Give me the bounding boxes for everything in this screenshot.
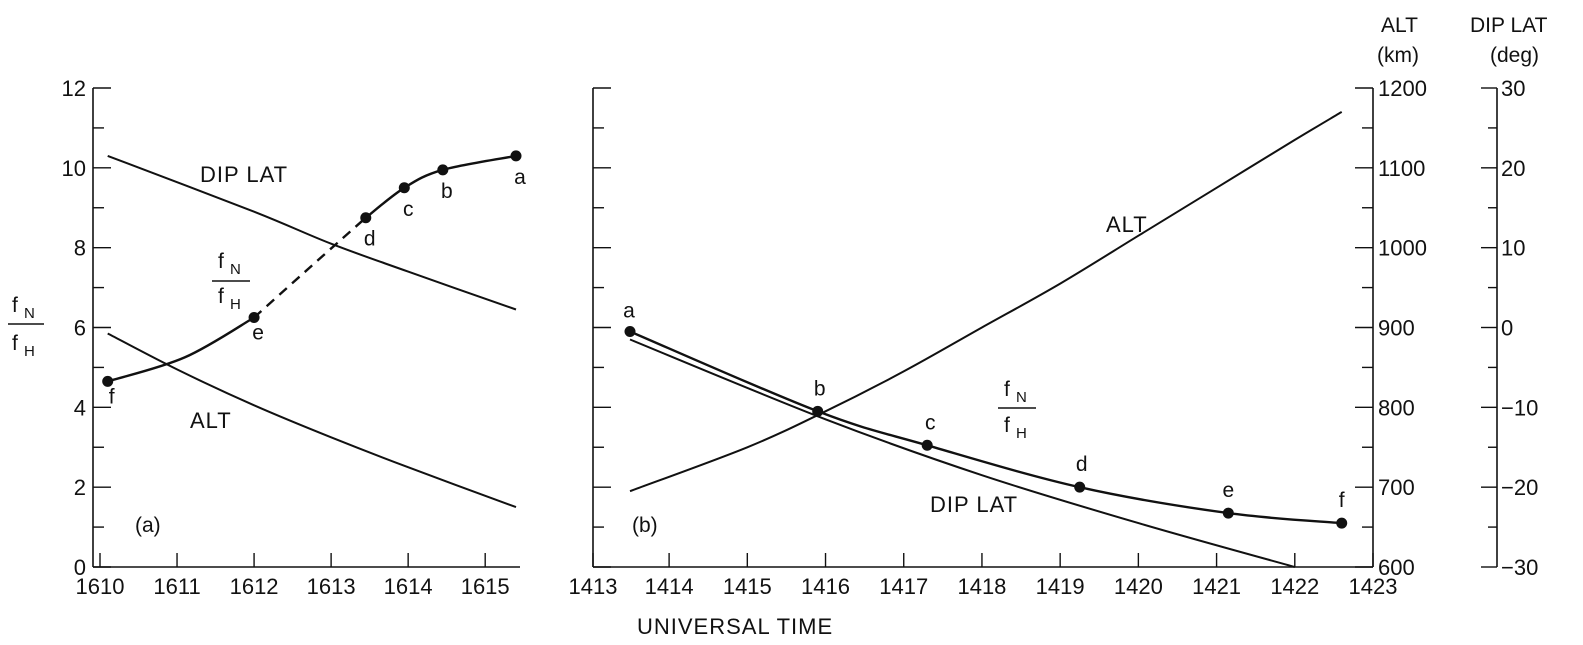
panel-a-point-label-e: e bbox=[252, 322, 264, 345]
panel-a-x-tick-label: 1610 bbox=[76, 574, 125, 599]
panel-b-x-tick-label: 1421 bbox=[1192, 574, 1241, 599]
panel-a-point-b bbox=[437, 164, 449, 176]
panel-b-x-tick-label: 1413 bbox=[569, 574, 618, 599]
panel-a-point-label-d: d bbox=[364, 228, 376, 251]
panel-b-point-label-c: c bbox=[925, 411, 936, 434]
panel-a-fnfh-line-dashed bbox=[253, 216, 367, 319]
panel-b-point-label-e: e bbox=[1222, 479, 1234, 502]
panel-b-x-tick-label: 1416 bbox=[801, 574, 850, 599]
panel-a-dip-lat-line bbox=[107, 154, 517, 311]
panel-a-point-label-f: f bbox=[109, 385, 115, 408]
panel-a-point-a bbox=[510, 150, 522, 162]
panel-b-label: (b) bbox=[632, 514, 658, 537]
alt-tick-label: 1200 bbox=[1378, 76, 1427, 101]
panel-b-point-b bbox=[812, 405, 824, 417]
fn-text: f bbox=[218, 250, 224, 273]
panel-b-point-a bbox=[624, 325, 636, 337]
panel-a-point-label-b: b bbox=[441, 180, 453, 203]
panel-b-x-tick-label: 1414 bbox=[645, 574, 694, 599]
panel-b-point-label-a: a bbox=[623, 299, 635, 322]
fn-text-b: f bbox=[1004, 378, 1010, 401]
panel-b-point-e bbox=[1222, 507, 1234, 519]
panel-a-point-e bbox=[248, 312, 260, 324]
alt-tick-label: 700 bbox=[1378, 475, 1415, 500]
panel-a-point-c bbox=[398, 182, 410, 194]
panel-b-x-tick-label: 1422 bbox=[1270, 574, 1319, 599]
alt-axis-title-2: (km) bbox=[1377, 44, 1419, 67]
panel-a-x-tick-label: 1615 bbox=[461, 574, 510, 599]
panel-a-fnfh-line-low bbox=[107, 316, 255, 383]
y-label-n: N bbox=[24, 305, 35, 322]
alt-axis-title-1: ALT bbox=[1381, 14, 1418, 37]
fn-sub: N bbox=[230, 261, 241, 278]
panel-a-y-tick-label: 8 bbox=[74, 236, 86, 261]
panel-b-dip-lat-line bbox=[629, 338, 1296, 568]
fh-text-b: f bbox=[1004, 414, 1010, 437]
panel-a-point-f bbox=[102, 375, 114, 387]
fh-text: f bbox=[218, 285, 224, 308]
alt-tick-label: 1100 bbox=[1378, 156, 1425, 181]
panel-a-y-tick-label: 4 bbox=[74, 395, 86, 420]
alt-tick-label: 900 bbox=[1378, 316, 1415, 341]
dip-lat-tick-label: −30 bbox=[1501, 555, 1538, 580]
panel-a-alt-label: ALT bbox=[190, 408, 232, 433]
panel-a-dip-lat-label: DIP LAT bbox=[200, 162, 288, 187]
y-label-f2: f bbox=[12, 332, 18, 355]
panel-a-y-tick-label: 0 bbox=[74, 555, 86, 580]
fh-sub-b: H bbox=[1016, 425, 1027, 442]
panel-a-alt-line bbox=[107, 332, 517, 509]
panel-b-x-tick-label: 1423 bbox=[1349, 574, 1398, 599]
panel-b-alt-line bbox=[629, 111, 1343, 493]
fn-sub-b: N bbox=[1016, 389, 1027, 406]
panel-b-point-c bbox=[921, 439, 933, 451]
y-label-f: f bbox=[12, 294, 18, 317]
panel-b-x-tick-label: 1417 bbox=[879, 574, 928, 599]
panel-b-x-tick-label: 1418 bbox=[957, 574, 1006, 599]
alt-tick-label: 600 bbox=[1378, 555, 1415, 580]
panel-b: 1413 1414 1415 1416 1417 1418 1419 1420 1421 1422… bbox=[569, 14, 1548, 599]
alt-tick-label: 1000 bbox=[1378, 236, 1427, 261]
panel-b-x-tick-label: 1415 bbox=[723, 574, 772, 599]
panel-a-y-tick-label: 6 bbox=[74, 316, 86, 341]
alt-tick-label: 800 bbox=[1378, 395, 1415, 420]
dip-axis-title-1: DIP LAT bbox=[1470, 14, 1548, 37]
dip-axis-title-2: (deg) bbox=[1490, 44, 1539, 67]
panel-a-x-tick-label: 1612 bbox=[230, 574, 279, 599]
fh-sub: H bbox=[230, 296, 241, 313]
panel-b-dip-lat-label: DIP LAT bbox=[930, 492, 1018, 517]
panel-a-fnfh-curve-label: f N f H bbox=[212, 250, 250, 313]
dip-lat-tick-label: −10 bbox=[1501, 395, 1538, 420]
panel-a-y-tick-label: 10 bbox=[62, 156, 86, 181]
panel-a-point-label-c: c bbox=[403, 198, 414, 221]
panel-a-fnfh-line-high bbox=[365, 154, 517, 219]
y-label-h: H bbox=[24, 343, 35, 360]
panel-b-point-label-d: d bbox=[1076, 453, 1088, 476]
panel-a-point-d bbox=[360, 212, 372, 224]
panel-b-point-f bbox=[1336, 517, 1348, 529]
dip-lat-tick-label: 30 bbox=[1501, 76, 1525, 101]
panel-b-x-tick-label: 1419 bbox=[1036, 574, 1085, 599]
panel-b-alt-label: ALT bbox=[1106, 212, 1148, 237]
panel-b-x-tick-label: 1420 bbox=[1114, 574, 1163, 599]
x-axis-label: UNIVERSAL TIME bbox=[637, 614, 833, 639]
panel-a-y-tick-label: 2 bbox=[74, 475, 86, 500]
dip-lat-tick-label: −20 bbox=[1501, 475, 1538, 500]
panel-b-fnfh-curve-label: f N f H bbox=[998, 378, 1036, 442]
y-axis-label-left: f N f H bbox=[8, 294, 44, 360]
dip-lat-tick-label: 10 bbox=[1501, 236, 1525, 261]
panel-b-point-d bbox=[1074, 481, 1086, 493]
panel-a-label: (a) bbox=[135, 514, 161, 537]
panel-a-y-tick-label: 12 bbox=[62, 76, 86, 101]
panel-a: 0 2 4 6 8 10 12 1610 1611 1612 1613 1614 1615 f e d c b… bbox=[62, 76, 527, 599]
dip-lat-tick-label: 20 bbox=[1501, 156, 1525, 181]
panel-a-point-label-a: a bbox=[514, 166, 526, 189]
panel-a-x-tick-label: 1611 bbox=[153, 574, 200, 599]
dip-lat-tick-label: 0 bbox=[1501, 316, 1513, 341]
panel-b-point-label-b: b bbox=[814, 377, 826, 400]
panel-a-x-tick-label: 1613 bbox=[307, 574, 356, 599]
panel-b-point-label-f: f bbox=[1339, 489, 1345, 512]
panel-a-x-tick-label: 1614 bbox=[384, 574, 433, 599]
